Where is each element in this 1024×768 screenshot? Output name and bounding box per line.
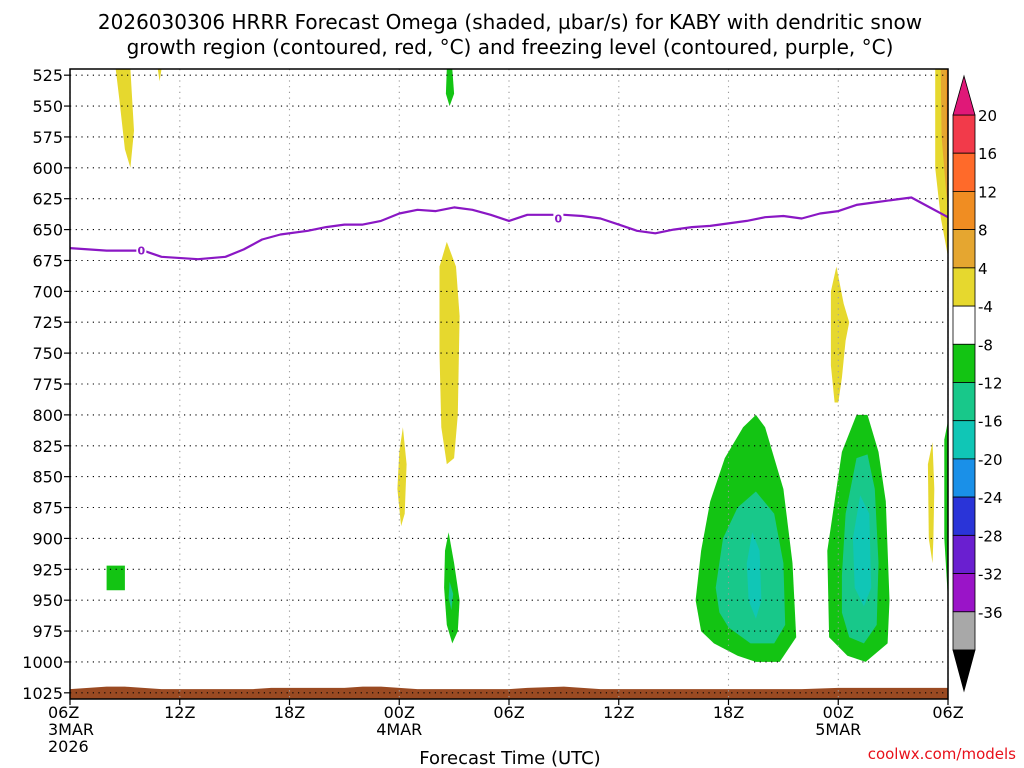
omega-region-10 xyxy=(746,532,762,619)
omega-region-23 xyxy=(951,69,954,118)
y-tick-label: 825 xyxy=(32,437,63,456)
x-tick-label: 3MAR xyxy=(48,720,94,739)
colorbar-label: -16 xyxy=(978,413,1003,431)
colorbar-label: -12 xyxy=(978,375,1003,393)
omega-region-16 xyxy=(944,420,948,601)
x-tick-label: 18Z xyxy=(713,703,744,722)
omega-region-20 xyxy=(940,69,948,209)
x-tick-label: 18Z xyxy=(274,703,305,722)
colorbar-band-7 xyxy=(952,382,976,422)
colorbar-band-8 xyxy=(952,420,976,460)
omega-region-2 xyxy=(445,69,455,107)
colorbar-band-1 xyxy=(952,152,976,192)
y-tick-label: 975 xyxy=(32,622,63,641)
omega-region-11 xyxy=(830,266,850,403)
colorbar-label: -20 xyxy=(978,451,1003,469)
colorbar-label: 12 xyxy=(978,183,997,201)
x-tick-label: 12Z xyxy=(164,703,195,722)
y-tick-label: 1000 xyxy=(22,653,63,672)
x-tick-label: 2026 xyxy=(48,737,89,756)
chart-title-line2: growth region (contoured, red, °C) and f… xyxy=(127,35,894,59)
y-axis: 525 550 575 600 625 650 675 700 725 750 775 800 825 8… xyxy=(22,66,70,703)
colorbar-top-arrow xyxy=(952,74,976,116)
omega-region-15 xyxy=(927,442,935,564)
omega-region-0 xyxy=(115,69,134,168)
colorbar-band-0 xyxy=(952,114,976,154)
freezing-label-bg-1 xyxy=(553,211,564,225)
colorbar-band-2 xyxy=(952,190,976,230)
colorbar-band-4 xyxy=(952,267,976,307)
y-tick-label: 925 xyxy=(32,560,63,579)
colorbar-band-13 xyxy=(952,611,976,651)
freezing-level-label: 0 xyxy=(138,245,146,258)
colorbar: 20 16 12 8 4 -4 -8 -12 -16 -20 -24 -28 -32 -36 xyxy=(952,74,1003,693)
colorbar-label: -32 xyxy=(978,566,1003,584)
y-tick-label: 700 xyxy=(32,282,63,301)
colorbar-bottom-arrow xyxy=(952,649,976,693)
omega-region-1 xyxy=(157,69,162,82)
y-tick-label: 725 xyxy=(32,313,63,332)
y-tick-label: 775 xyxy=(32,375,63,394)
y-tick-label: 850 xyxy=(32,468,63,487)
y-tick-label: 600 xyxy=(32,159,63,178)
omega-region-5 xyxy=(444,532,460,644)
colorbar-label: 20 xyxy=(978,107,997,125)
x-tick-label: 06Z xyxy=(493,703,524,722)
colorbar-label: 4 xyxy=(978,260,988,278)
y-tick-label: 950 xyxy=(32,591,63,610)
chart-title-line1: 2026030306 HRRR Forecast Omega (shaded, … xyxy=(98,10,922,34)
y-tick-label: 650 xyxy=(32,221,63,240)
x-tick-label: 4MAR xyxy=(376,720,422,739)
x-tick-label: 00Z xyxy=(823,703,854,722)
colorbar-band-12 xyxy=(952,573,976,613)
x-tick-label: 06Z xyxy=(932,703,963,722)
colorbar-label: 8 xyxy=(978,222,988,240)
y-tick-label: 875 xyxy=(32,499,63,518)
colorbar-label: -28 xyxy=(978,527,1003,545)
omega-region-14 xyxy=(852,495,872,607)
colorbar-band-3 xyxy=(952,229,976,269)
x-tick-label: 06Z xyxy=(48,703,79,722)
y-tick-label: 1025 xyxy=(22,684,63,703)
omega-region-6 xyxy=(448,581,454,611)
colorbar-label: -8 xyxy=(978,336,993,354)
freezing-level-label: 0 xyxy=(555,212,563,225)
colorbar-band-5 xyxy=(952,305,976,345)
y-tick-label: 675 xyxy=(32,251,63,270)
colorbar-label: 16 xyxy=(978,145,997,163)
colorbar-band-10 xyxy=(952,496,976,536)
y-tick-label: 800 xyxy=(32,406,63,425)
freezing-label-bg-0 xyxy=(136,243,147,257)
freezing-level-line xyxy=(70,196,948,261)
y-tick-label: 900 xyxy=(32,529,63,548)
x-tick-label: 00Z xyxy=(384,703,415,722)
omega-region-7 xyxy=(106,565,125,591)
x-tick-label: 5MAR xyxy=(815,720,861,739)
colorbar-band-11 xyxy=(952,535,976,575)
colorbar-label: -24 xyxy=(978,489,1003,507)
y-tick-label: 575 xyxy=(32,128,63,147)
x-axis-label: Forecast Time (UTC) xyxy=(419,748,600,768)
x-tick-label: 12Z xyxy=(603,703,634,722)
y-tick-label: 625 xyxy=(32,190,63,209)
y-tick-label: 550 xyxy=(32,97,63,116)
colorbar-label: -36 xyxy=(978,604,1003,622)
colorbar-label: -4 xyxy=(978,298,993,316)
y-tick-label: 525 xyxy=(32,66,63,85)
omega-region-3 xyxy=(439,241,460,465)
freezing-level-contour: 00 xyxy=(70,196,948,261)
y-tick-label: 750 xyxy=(32,344,63,363)
credit-text: coolwx.com/models xyxy=(868,745,1016,763)
colorbar-band-6 xyxy=(952,343,976,383)
colorbar-band-9 xyxy=(952,458,976,498)
